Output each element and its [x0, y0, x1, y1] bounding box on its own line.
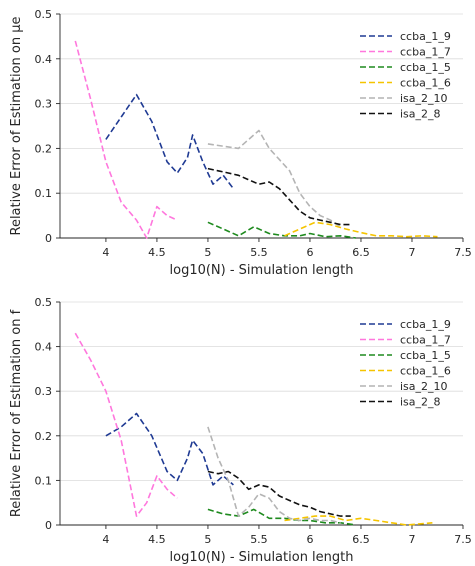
y-tick-label: 0.1 [35, 474, 53, 487]
x-tick-label: 7.5 [454, 246, 472, 259]
x-axis-label: log10(N) - Simulation length [170, 263, 354, 278]
x-tick-label: 5 [204, 246, 211, 259]
legend-label-isa_2_10: isa_2_10 [400, 92, 448, 105]
y-tick-label: 0.4 [35, 53, 53, 66]
series-line-ccba_1_9 [105, 93, 235, 190]
legend-label-ccba_1_5: ccba_1_5 [400, 349, 451, 362]
y-tick-label: 0 [45, 232, 52, 245]
series-line-ccba_1_9 [105, 412, 234, 486]
x-tick-label: 4.5 [148, 533, 166, 546]
legend-label-ccba_1_9: ccba_1_9 [400, 30, 451, 43]
legend-label-isa_2_10: isa_2_10 [400, 380, 448, 393]
x-tick-label: 5.5 [250, 246, 268, 259]
legend-label-ccba_1_7: ccba_1_7 [400, 46, 451, 59]
axis-spines [59, 302, 463, 526]
x-tick-label: 6 [306, 246, 313, 259]
legend-label-ccba_1_6: ccba_1_6 [400, 77, 451, 90]
legend-label-isa_2_8: isa_2_8 [400, 108, 441, 121]
series-line-ccba_1_6 [284, 515, 433, 526]
legend: ccba_1_9 ccba_1_7 ccba_1_5 ccba_1_6 isa_2_10… [360, 318, 451, 409]
y-tick-label: 0.3 [35, 385, 53, 398]
x-tick-label: 6 [306, 533, 313, 546]
series-line-ccba_1_6 [284, 221, 438, 238]
series-line-isa_2_10 [207, 129, 342, 228]
x-tick-label: 6.5 [352, 533, 370, 546]
chart-1: 0 0.1 0.2 0.3 0.4 0.5 4 4.5 5 5.5 6 6.5 7 7.5 ccba_1_9… [9, 8, 472, 278]
y-tick-label: 0.3 [35, 98, 53, 111]
legend-label-ccba_1_5: ccba_1_5 [400, 61, 451, 74]
x-tick-label: 7 [408, 246, 415, 259]
y-tick-label: 0.5 [35, 296, 53, 309]
x-tick-label: 4 [102, 246, 109, 259]
legend-label-ccba_1_7: ccba_1_7 [400, 334, 451, 347]
y-tick-label: 0 [45, 519, 52, 532]
y-tick-label: 0.5 [35, 8, 53, 21]
x-axis-label: log10(N) - Simulation length [170, 550, 354, 565]
chart-2: 0 0.1 0.2 0.3 0.4 0.5 4 4.5 5 5.5 6 6.5 7 7.5 ccba_1_9… [9, 296, 472, 565]
x-tick-label: 4.5 [148, 246, 166, 259]
legend-label-ccba_1_6: ccba_1_6 [400, 365, 451, 378]
y-tick-label: 0.2 [35, 430, 53, 443]
series-line-ccba_1_5 [207, 508, 357, 526]
x-tick-label: 7.5 [454, 533, 472, 546]
legend-label-ccba_1_9: ccba_1_9 [400, 318, 451, 331]
y-tick-label: 0.2 [35, 142, 53, 155]
series-line-isa_2_10 [207, 426, 341, 524]
series-line-ccba_1_7 [74, 40, 178, 239]
y-axis-label: Relative Error of Estimation on μe [9, 17, 24, 236]
x-tick-label: 6.5 [352, 246, 370, 259]
series-line-isa_2_8 [207, 470, 351, 517]
series-line-isa_2_8 [207, 167, 351, 226]
legend-label-isa_2_8: isa_2_8 [400, 396, 441, 409]
legend: ccba_1_9 ccba_1_7 ccba_1_5 ccba_1_6 isa_2_10… [360, 30, 451, 121]
axis-spines [59, 14, 463, 239]
series-line-ccba_1_7 [74, 332, 178, 517]
y-axis-label: Relative Error of Estimation on f [9, 309, 24, 517]
x-tick-label: 5.5 [250, 533, 268, 546]
x-tick-label: 7 [408, 533, 415, 546]
x-tick-label: 4 [102, 533, 109, 546]
series-line-ccba_1_5 [207, 221, 357, 239]
y-tick-label: 0.1 [35, 187, 53, 200]
x-tick-label: 5 [204, 533, 211, 546]
y-tick-label: 0.4 [35, 341, 53, 354]
